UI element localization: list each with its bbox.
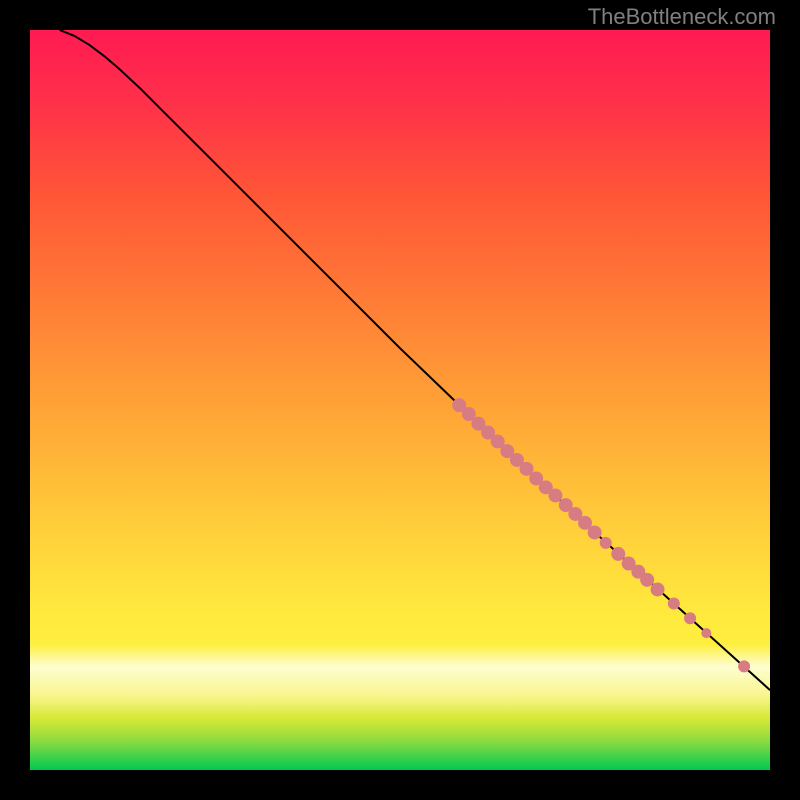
marker-point <box>738 660 750 672</box>
marker-point <box>668 598 680 610</box>
marker-point <box>701 628 711 638</box>
marker-point <box>684 612 696 624</box>
marker-point <box>651 582 665 596</box>
chart-svg <box>30 30 770 770</box>
marker-point <box>640 573 654 587</box>
marker-point <box>548 488 562 502</box>
marker-point <box>611 547 625 561</box>
heatmap-background <box>30 30 770 770</box>
marker-point <box>600 537 612 549</box>
chart-container <box>30 30 770 770</box>
marker-point <box>588 525 602 539</box>
watermark-text: TheBottleneck.com <box>588 4 776 30</box>
